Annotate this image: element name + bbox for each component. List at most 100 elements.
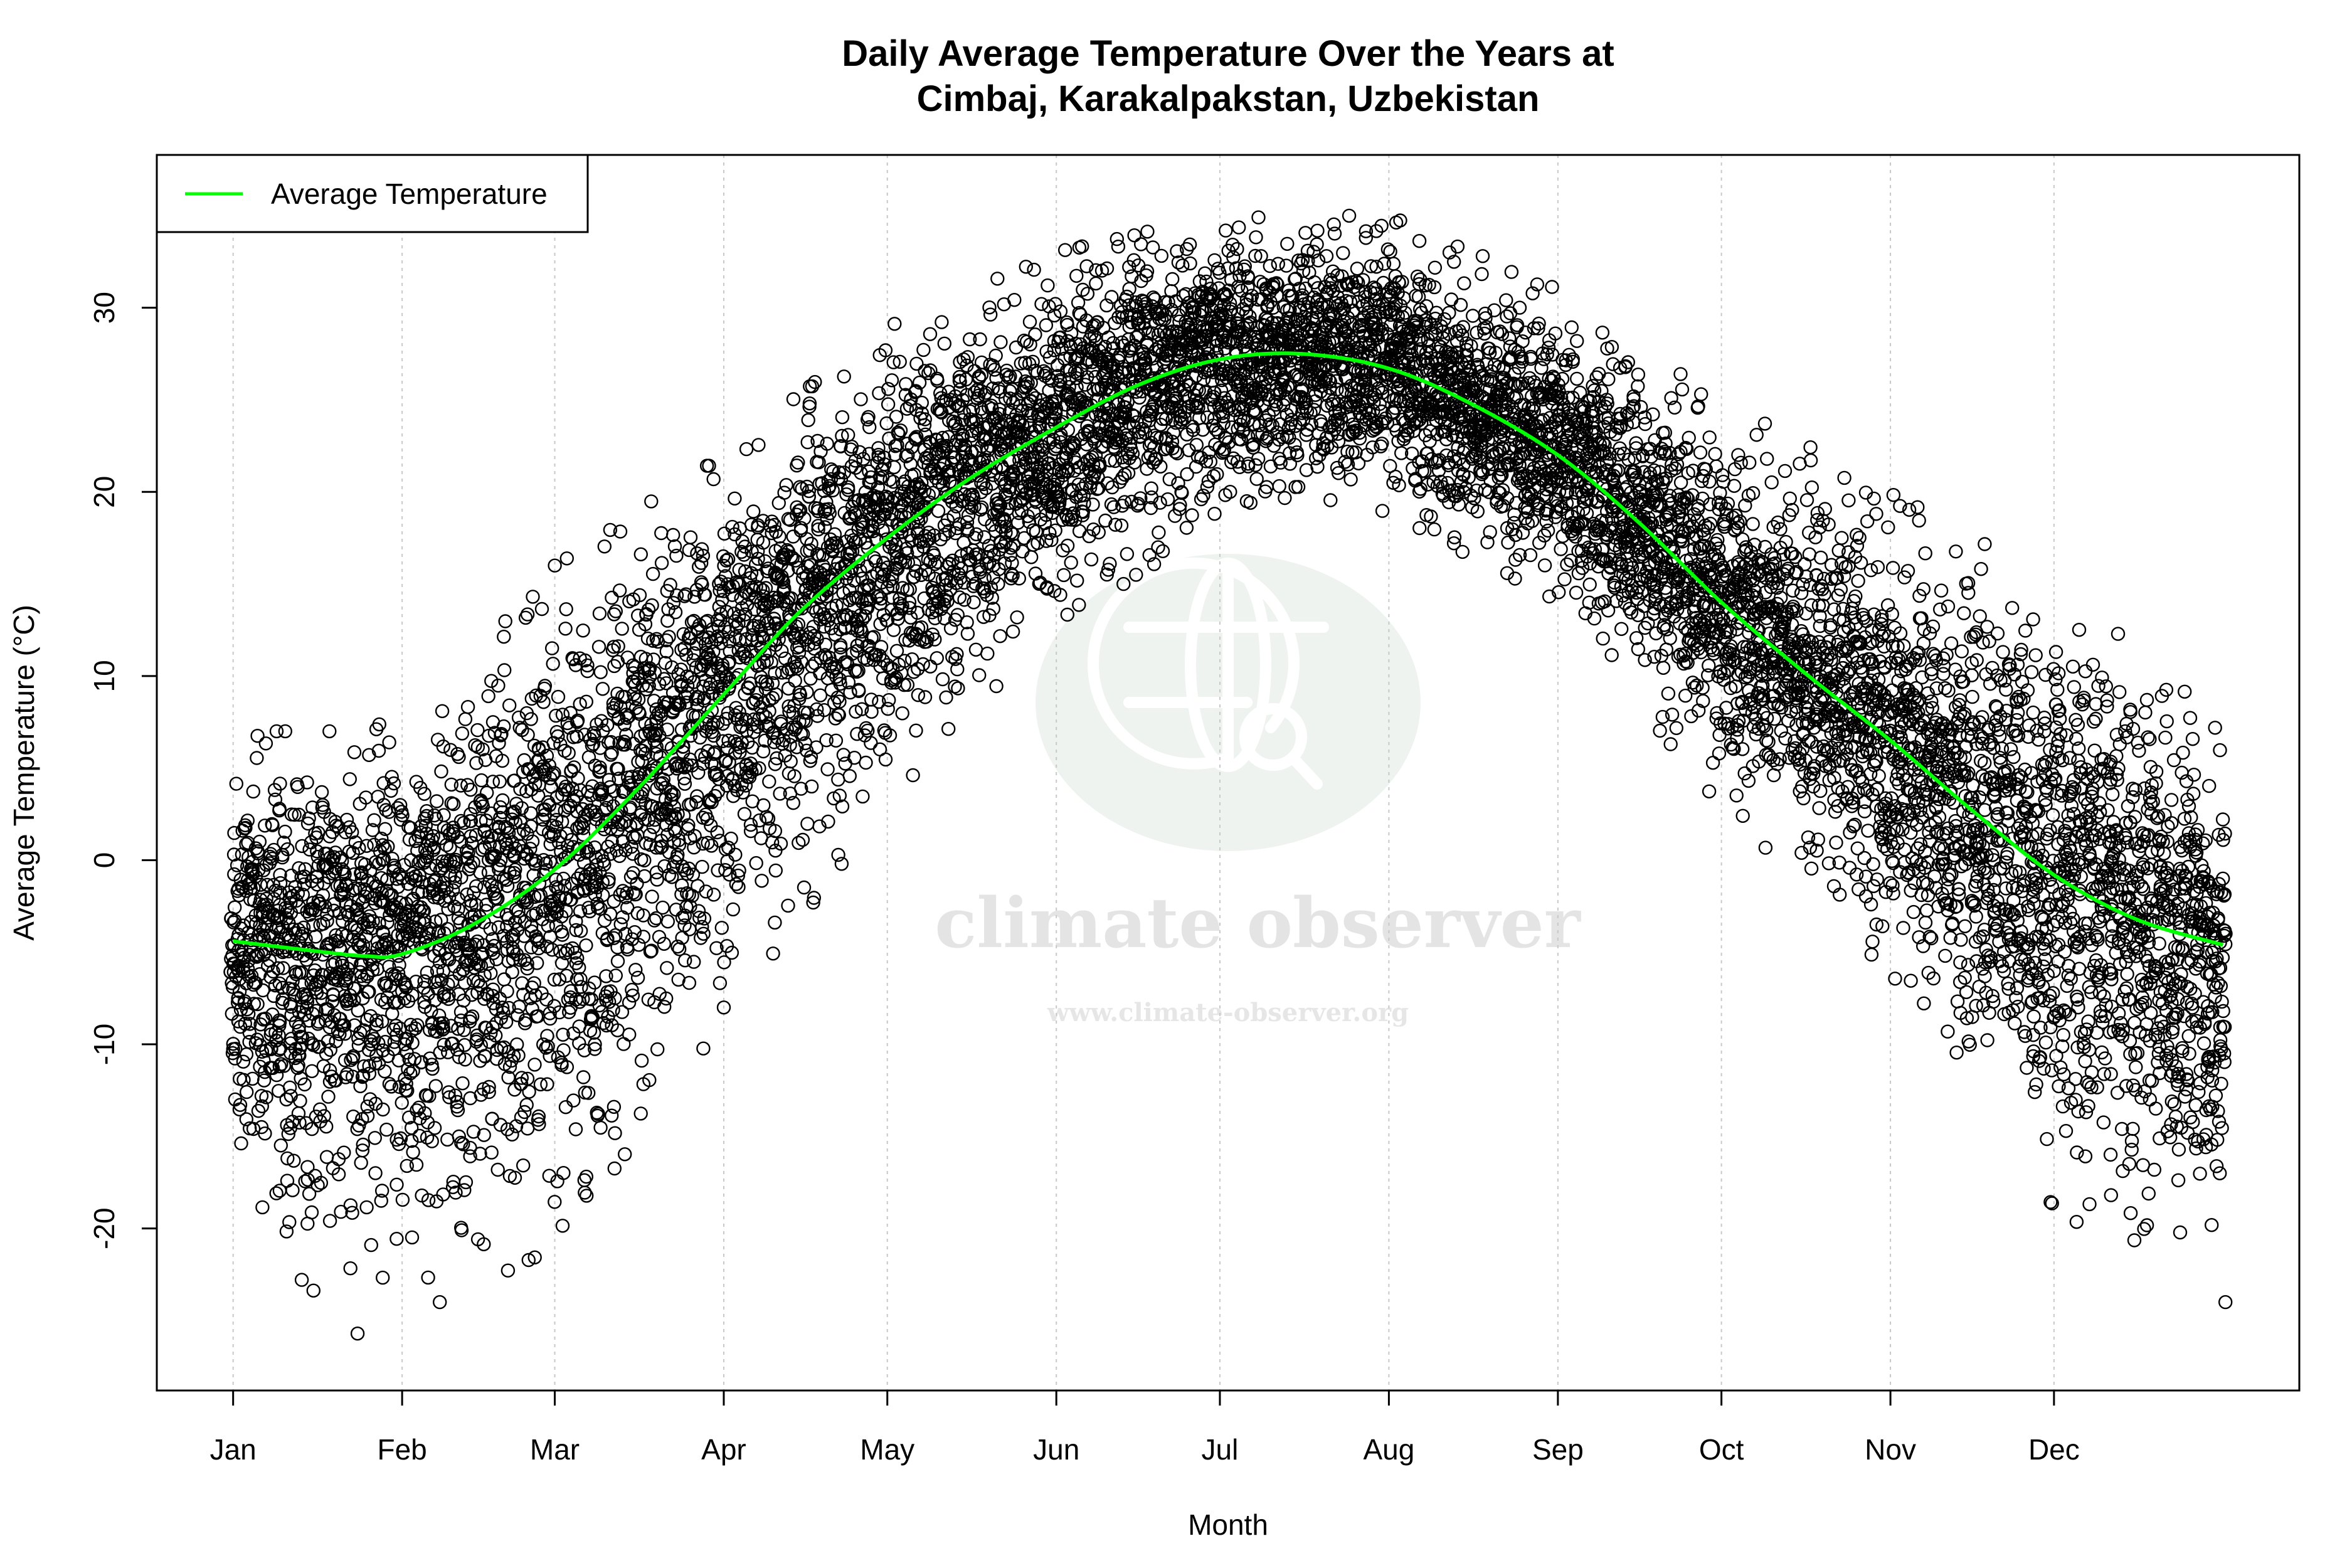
data-point (327, 850, 341, 864)
chart-title-line2: Cimbaj, Karakalpakstan, Uzbekistan (917, 78, 1540, 119)
data-point (289, 1015, 304, 1030)
data-point (295, 839, 309, 854)
data-point (282, 944, 296, 959)
data-point (258, 818, 272, 833)
data-point (262, 953, 277, 968)
data-point (360, 1099, 374, 1114)
data-point (347, 745, 362, 760)
data-point (278, 901, 293, 915)
data-point (285, 1183, 300, 1197)
data-point (292, 1115, 307, 1130)
data-point (366, 914, 380, 928)
data-point (355, 1143, 370, 1158)
data-point (255, 929, 270, 944)
data-point (333, 943, 348, 957)
data-point (274, 1057, 289, 1071)
data-point (321, 1089, 336, 1104)
data-point (345, 1205, 359, 1220)
data-point (369, 1013, 384, 1028)
data-point (255, 1099, 269, 1114)
data-point (368, 1166, 383, 1180)
data-point (239, 837, 253, 852)
data-point (334, 1204, 348, 1219)
data-point (293, 1094, 307, 1108)
data-point (256, 905, 270, 920)
data-point (359, 1200, 374, 1215)
data-point (352, 840, 366, 856)
data-point (251, 947, 265, 962)
data-point (295, 926, 310, 941)
data-point (342, 772, 357, 787)
data-point (332, 906, 347, 920)
data-point (361, 985, 375, 1000)
data-point (276, 961, 290, 975)
data-point (287, 1153, 301, 1168)
data-point (344, 1052, 358, 1067)
data-point (367, 813, 381, 827)
watermark-brand: climate observer (935, 882, 1581, 963)
data-point (362, 1059, 376, 1073)
data-point (320, 1034, 336, 1049)
data-point (376, 1270, 390, 1285)
data-point (322, 724, 337, 739)
data-point (300, 775, 314, 790)
data-point (230, 931, 245, 946)
data-point (316, 916, 331, 931)
data-point (226, 1037, 240, 1051)
data-point (275, 992, 290, 1007)
data-point (275, 995, 290, 1010)
data-point (352, 881, 368, 896)
data-point (282, 1215, 297, 1229)
data-point (277, 1059, 292, 1073)
data-point (234, 1136, 248, 1151)
data-point (233, 872, 248, 887)
data-point (319, 1119, 334, 1134)
data-point (224, 911, 238, 926)
data-point (272, 1015, 287, 1030)
data-point (364, 1034, 378, 1049)
data-point (333, 1012, 347, 1026)
data-point (292, 807, 306, 822)
data-point (318, 899, 332, 914)
data-point (246, 784, 260, 799)
data-point (241, 925, 255, 940)
data-point (292, 1019, 306, 1034)
data-point (350, 1326, 365, 1341)
data-point (337, 1145, 351, 1160)
data-point (238, 994, 252, 1009)
data-point (327, 864, 342, 879)
data-point (285, 974, 300, 988)
data-point (338, 1053, 352, 1067)
data-point (346, 1069, 360, 1084)
data-point (347, 982, 363, 996)
data-point (278, 824, 292, 839)
data-point (275, 850, 290, 865)
data-point (250, 997, 265, 1012)
data-point (331, 1167, 346, 1182)
data-point (273, 776, 287, 791)
data-point (253, 967, 267, 982)
data-point (295, 887, 310, 902)
data-point (263, 970, 278, 985)
data-point (281, 1126, 295, 1142)
data-point (240, 961, 255, 977)
data-point (298, 862, 312, 877)
data-point (226, 1042, 240, 1056)
data-point (356, 938, 371, 953)
data-point (343, 1198, 358, 1212)
data-point (242, 1034, 257, 1049)
chart-title-line1: Daily Average Temperature Over the Years… (842, 33, 1614, 74)
data-point (310, 844, 324, 859)
data-point (279, 1224, 294, 1239)
data-point (307, 946, 322, 961)
data-point (269, 1186, 283, 1200)
data-point (329, 818, 343, 833)
data-point (229, 969, 243, 984)
data-point (366, 875, 380, 890)
data-point (272, 802, 287, 816)
data-point (270, 903, 285, 918)
data-point (270, 961, 285, 975)
data-point (374, 992, 389, 1007)
data-point (338, 973, 352, 988)
